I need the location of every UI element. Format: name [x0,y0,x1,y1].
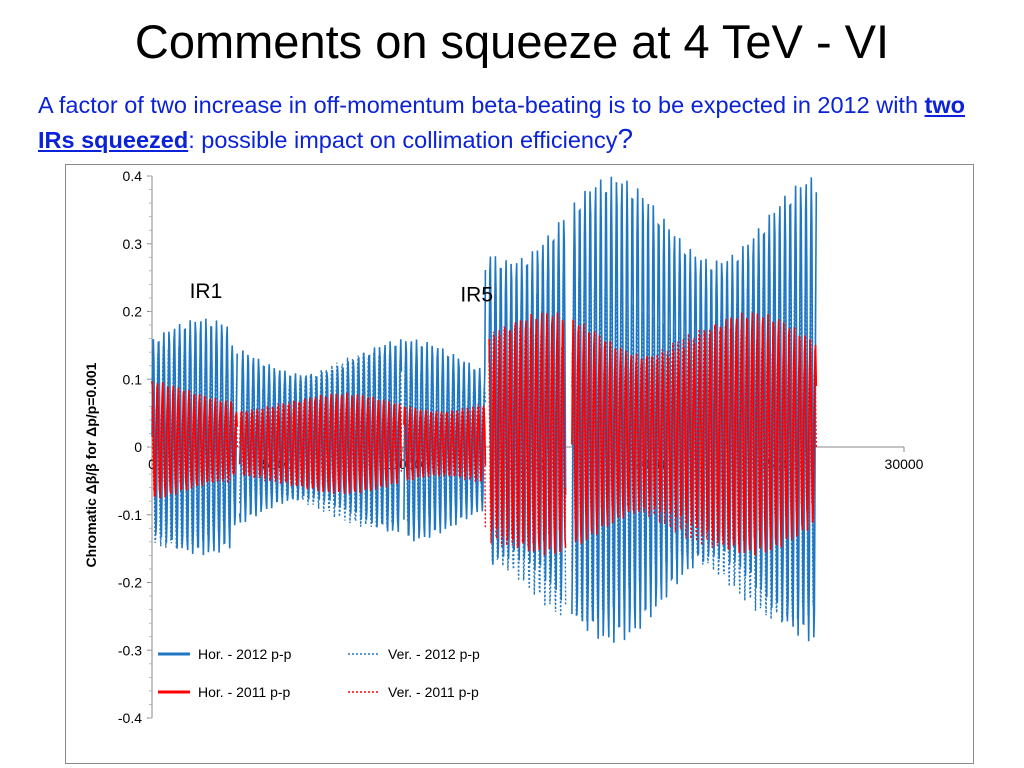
x-tick-label: 30000 [885,456,924,472]
subtitle-text-1: A factor of two increase in off-momentum… [38,92,925,118]
legend-label: Ver. - 2011 p-p [388,684,479,700]
y-tick-label: -0.3 [118,642,142,658]
chart-frame: Chromatic Δβ/β for Δp/p=0.001 0.4 0.3 0.2 0… [65,164,974,764]
y-tick-label: 0 [134,439,142,455]
legend-label: Ver. - 2012 p-p [388,646,480,662]
y-tick-label: 0.4 [123,168,143,184]
y-tick-label: -0.4 [118,710,142,726]
beta-beating-chart: Chromatic Δβ/β for Δp/p=0.001 0.4 0.3 0.2 0… [83,168,924,726]
y-axis-label: Chromatic Δβ/β for Δp/p=0.001 [83,362,99,567]
annotation-ir1: IR1 [190,280,223,303]
y-tick-label: -0.1 [118,507,142,523]
subtitle-emphasis: two IRs squeezed [38,92,966,153]
y-tick-label: 0.2 [123,304,143,320]
x-tick-label: 0 [148,456,156,472]
legend-label: Hor. - 2012 p-p [198,646,292,662]
subtitle-text-2: : possible impact on collimation efficie… [188,127,618,153]
slide-title: Comments on squeeze at 4 TeV - VI [134,15,890,68]
slide-subtitle: A factor of two increase in off-momentum… [38,88,998,157]
legend-label: Hor. - 2011 p-p [198,684,291,700]
y-tick-label: 0.3 [123,236,143,252]
subtitle-question-mark: ? [617,123,634,154]
series-line-3 [151,312,818,556]
y-tick-label: 0.1 [123,371,143,387]
annotation-ir5: IR5 [460,283,493,306]
series-line-2 [151,264,817,623]
y-tick-label: -0.2 [118,575,142,591]
